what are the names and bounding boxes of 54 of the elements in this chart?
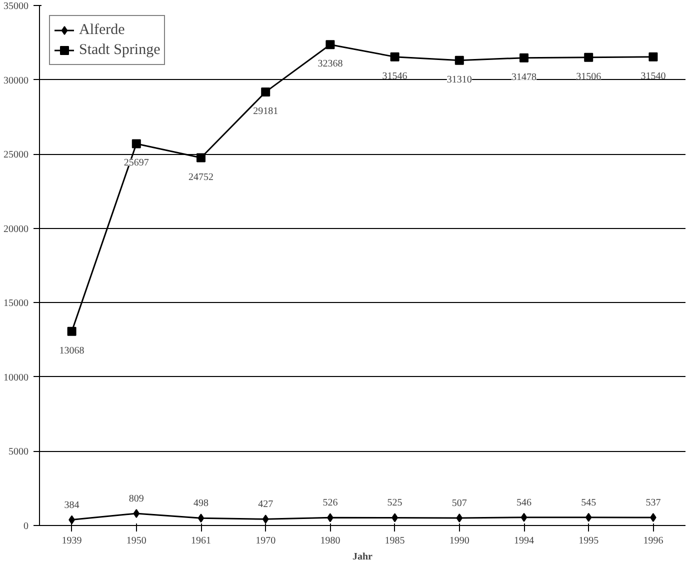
data-label: 31478 (512, 72, 536, 83)
data-label: 809 (128, 493, 144, 504)
y-tick-label: 0 (24, 521, 28, 532)
y-tick-label: 20000 (4, 224, 28, 235)
point (196, 153, 206, 162)
point (67, 326, 76, 336)
data-label: 25697 (124, 158, 149, 169)
data-label: 24752 (188, 172, 214, 183)
point (584, 52, 594, 62)
x-tick-label: 1990 (449, 536, 470, 546)
data-label: 13068 (59, 345, 84, 356)
point (262, 514, 269, 524)
data-label: 507 (452, 498, 467, 509)
y-tick-label: 25000 (4, 150, 28, 161)
x-tick-label: 1980 (320, 536, 340, 546)
x-tick-label: 1994 (514, 536, 534, 546)
data-label: 427 (258, 499, 274, 510)
data-label: 537 (646, 498, 661, 509)
data-label: 525 (387, 498, 402, 509)
point (456, 513, 463, 522)
y-tick-label: 35000 (4, 1, 28, 12)
data-label: 546 (516, 497, 532, 508)
y-tick-label: 15000 (4, 298, 28, 310)
point (390, 52, 400, 62)
x-axis-title: Jahr (352, 552, 374, 562)
data-label: 29181 (253, 106, 278, 117)
legend-label: Alferde (79, 22, 125, 38)
point (132, 139, 141, 148)
data-label: 545 (581, 497, 596, 508)
data-label: 384 (64, 500, 80, 511)
point (520, 53, 528, 62)
point (648, 52, 658, 62)
point (326, 40, 335, 50)
y-tick-label: 5000 (8, 446, 28, 458)
point (261, 87, 270, 96)
x-tick-label: 1939 (62, 536, 82, 546)
point (520, 512, 528, 522)
y-tick-label: 10000 (4, 372, 28, 384)
x-tick-label: 1961 (191, 536, 211, 546)
data-label: 32368 (318, 58, 343, 70)
point (133, 508, 140, 518)
data-label: 498 (194, 498, 208, 510)
y-tick-label: 30000 (4, 75, 28, 86)
x-tick-label: 1995 (578, 536, 599, 546)
x-tick-label: 1985 (384, 536, 405, 546)
point (585, 512, 592, 522)
data-label: 31310 (446, 74, 472, 86)
data-label: 526 (322, 498, 338, 509)
x-tick-label: 1996 (643, 536, 664, 546)
point (454, 56, 464, 65)
x-tick-label: 1950 (126, 536, 146, 546)
x-tick-label: 1970 (256, 536, 276, 546)
point (198, 514, 204, 523)
legend-label: Stadt Springe (79, 42, 160, 58)
